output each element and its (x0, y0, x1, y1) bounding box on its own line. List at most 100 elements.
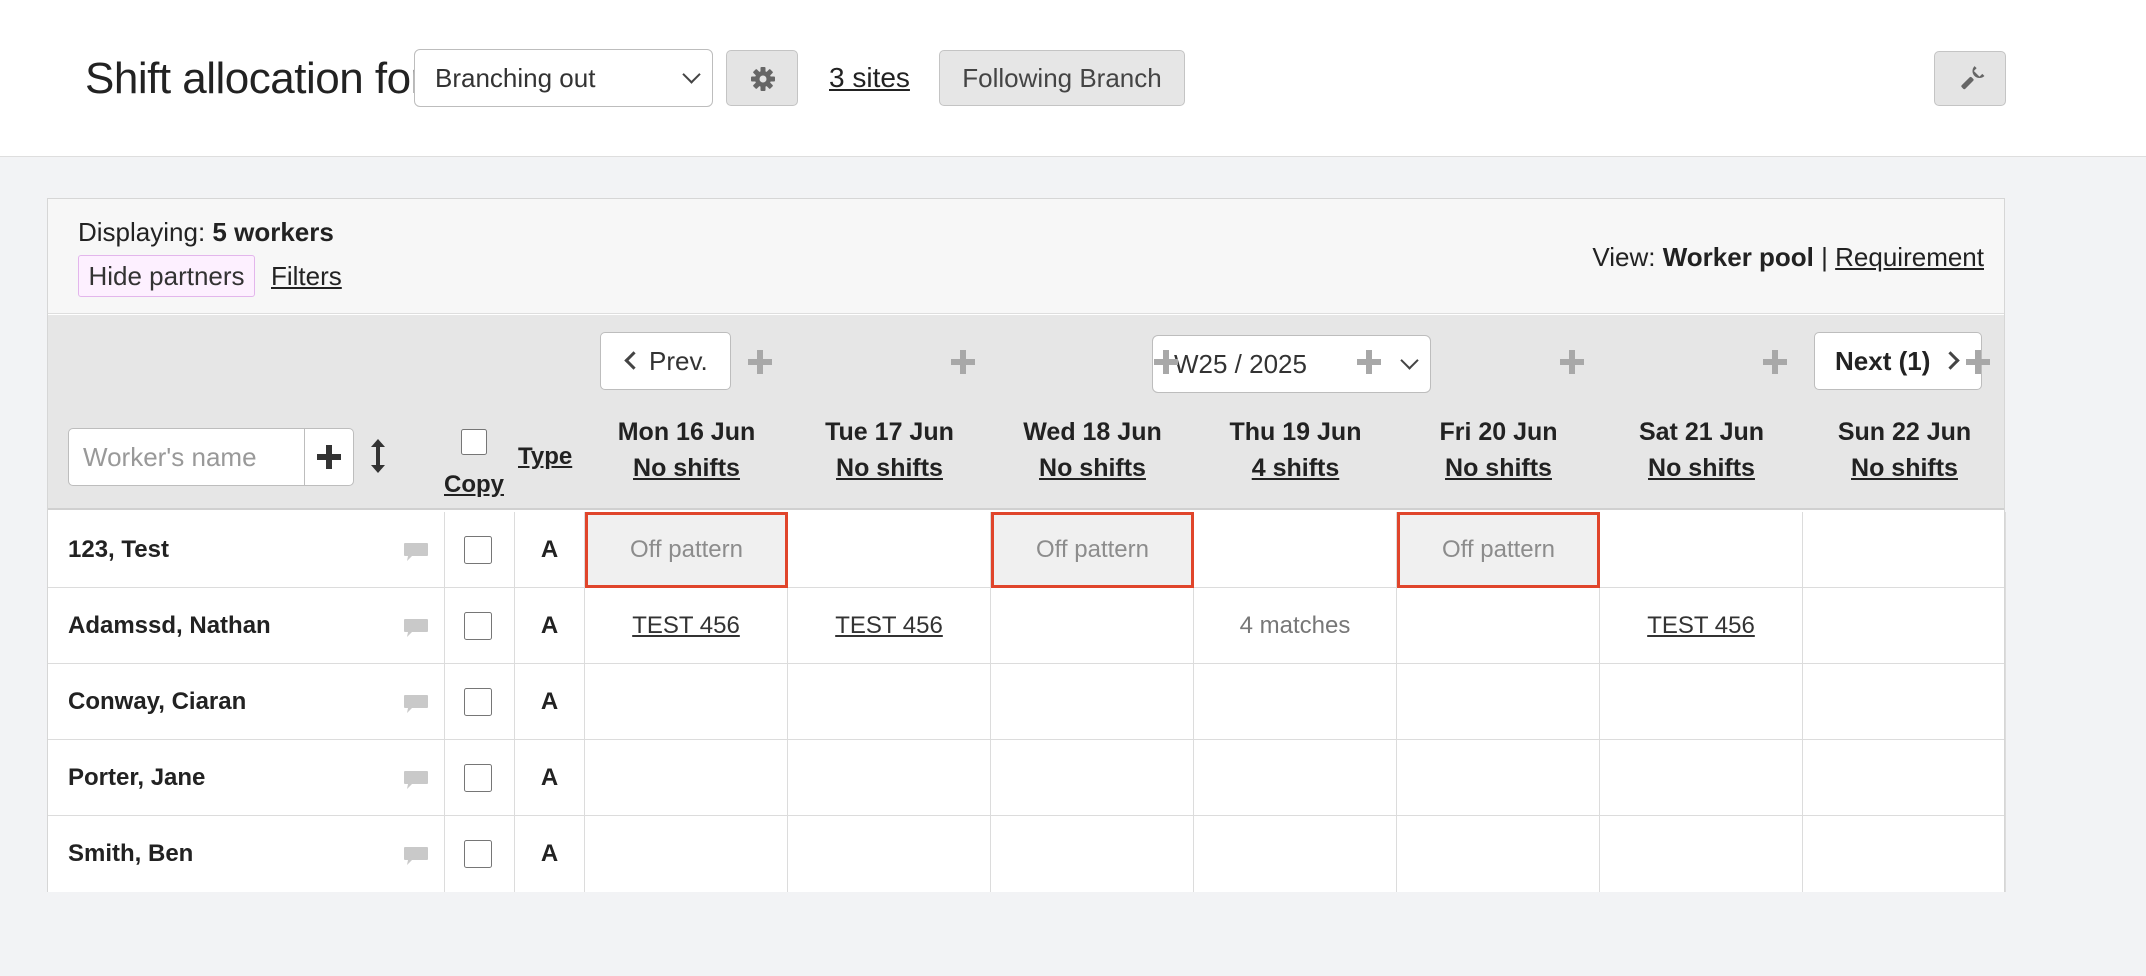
view-switcher: View: Worker pool | Requirement (1592, 242, 1984, 273)
comment-icon[interactable] (403, 618, 429, 638)
day-cell[interactable] (788, 816, 991, 892)
copy-cell (445, 664, 515, 740)
worker-type: A (515, 816, 585, 892)
day-cell[interactable] (1803, 740, 2006, 816)
day-label: Thu 19 Jun (1229, 418, 1362, 446)
copy-checkbox[interactable] (464, 612, 492, 640)
day-cell[interactable] (788, 512, 991, 588)
next-week-label: Next (1) (1835, 346, 1931, 376)
worker-type: A (515, 664, 585, 740)
day-cell[interactable] (1194, 664, 1397, 740)
day-cell[interactable] (1397, 740, 1600, 816)
add-shift-plus-icon[interactable] (951, 350, 975, 374)
day-shifts-link[interactable]: 4 shifts (1251, 454, 1340, 482)
copy-checkbox[interactable] (464, 840, 492, 868)
day-shifts-link[interactable]: No shifts (1445, 454, 1552, 482)
shift-cell[interactable]: 4 matches (1194, 588, 1397, 664)
view-requirement-link[interactable]: Requirement (1835, 242, 1984, 272)
day-header: Thu 19 Jun 4 shifts (1194, 418, 1397, 483)
day-shifts-link[interactable]: No shifts (1039, 454, 1146, 482)
add-shift-plus-icon[interactable] (748, 350, 772, 374)
day-cell[interactable] (1600, 816, 1803, 892)
copy-cell (445, 588, 515, 664)
worker-name[interactable]: 123, Test (48, 512, 445, 588)
comment-icon[interactable] (403, 770, 429, 790)
settings-button[interactable] (726, 50, 798, 106)
add-shift-plus-icon[interactable] (1966, 350, 1990, 374)
worker-name[interactable]: Adamssd, Nathan (48, 588, 445, 664)
day-cell[interactable] (991, 588, 1194, 664)
day-cell[interactable] (1803, 512, 2006, 588)
week-select[interactable]: W25 / 2025 (1152, 335, 1431, 393)
day-cell[interactable] (1194, 740, 1397, 816)
day-cell[interactable] (1600, 740, 1803, 816)
day-cell[interactable] (1600, 512, 1803, 588)
day-cell[interactable] (788, 740, 991, 816)
copy-all-checkbox[interactable] (461, 429, 487, 455)
hide-partners-button[interactable]: Hide partners (78, 255, 255, 297)
shift-cell[interactable]: TEST 456 (788, 588, 991, 664)
day-cell[interactable] (1600, 664, 1803, 740)
day-header: Mon 16 Jun No shifts (585, 418, 788, 483)
off-pattern-cell[interactable]: Off pattern (991, 512, 1194, 588)
day-cell[interactable] (991, 740, 1194, 816)
day-cell[interactable] (1194, 816, 1397, 892)
copy-checkbox[interactable] (464, 536, 492, 564)
day-cell[interactable] (1397, 816, 1600, 892)
comment-icon[interactable] (403, 694, 429, 714)
allocation-panel: Displaying: 5 workers Hide partners Filt… (47, 198, 2006, 892)
worker-name[interactable]: Conway, Ciaran (48, 664, 445, 740)
sites-link[interactable]: 3 sites (829, 62, 910, 93)
tools-button[interactable] (1934, 51, 2006, 106)
comment-icon[interactable] (403, 846, 429, 866)
day-cell[interactable] (585, 740, 788, 816)
day-header: Sun 22 Jun No shifts (1803, 418, 2006, 483)
worker-name-input[interactable] (68, 428, 305, 486)
day-label: Sat 21 Jun (1638, 418, 1765, 446)
next-week-button[interactable]: Next (1) (1814, 332, 1982, 390)
day-shifts-link[interactable]: No shifts (836, 454, 943, 482)
shift-cell[interactable]: TEST 456 (585, 588, 788, 664)
day-cell[interactable] (585, 664, 788, 740)
day-cell[interactable] (991, 664, 1194, 740)
day-shifts-link[interactable]: No shifts (1851, 454, 1958, 482)
day-cell[interactable] (1803, 816, 2006, 892)
view-separator: | (1821, 242, 1828, 272)
add-worker-button[interactable] (304, 428, 354, 486)
filters-link[interactable]: Filters (271, 261, 342, 291)
add-shift-plus-icon[interactable] (1763, 350, 1787, 374)
copy-checkbox[interactable] (464, 688, 492, 716)
add-shift-plus-icon[interactable] (1560, 350, 1584, 374)
branch-select-value: Branching out (435, 63, 596, 93)
day-cell[interactable] (1803, 588, 2006, 664)
branch-select[interactable]: Branching out (414, 49, 713, 107)
add-shift-plus-icon[interactable] (1357, 350, 1381, 374)
day-cell[interactable] (1194, 512, 1397, 588)
day-cell[interactable] (1803, 664, 2006, 740)
day-shifts-link[interactable]: No shifts (633, 454, 740, 482)
day-cell[interactable] (585, 816, 788, 892)
following-branch-button[interactable]: Following Branch (939, 50, 1185, 106)
comment-icon[interactable] (403, 542, 429, 562)
copy-checkbox[interactable] (464, 764, 492, 792)
sort-icon[interactable] (368, 438, 388, 474)
shift-cell[interactable]: TEST 456 (1600, 588, 1803, 664)
day-cell[interactable] (788, 664, 991, 740)
add-shift-plus-icon[interactable] (1154, 350, 1178, 374)
worker-name-label: Conway, Ciaran (68, 688, 247, 715)
day-shifts-link[interactable]: No shifts (1648, 454, 1755, 482)
copy-column-header[interactable]: Copy (444, 471, 504, 498)
worker-name[interactable]: Porter, Jane (48, 740, 445, 816)
day-cell[interactable] (1397, 588, 1600, 664)
off-pattern-cell[interactable]: Off pattern (1397, 512, 1600, 588)
worker-name[interactable]: Smith, Ben (48, 816, 445, 892)
week-select-value: W25 / 2025 (1174, 349, 1307, 379)
off-pattern-cell[interactable]: Off pattern (585, 512, 788, 588)
day-cell[interactable] (991, 816, 1194, 892)
day-header: Wed 18 Jun No shifts (991, 418, 1194, 483)
day-cell[interactable] (1397, 664, 1600, 740)
prev-week-button[interactable]: Prev. (600, 332, 731, 390)
worker-name-label: Adamssd, Nathan (68, 612, 271, 639)
worker-row: 123, Test A Off pattern Off pattern Off patt… (48, 512, 2006, 588)
type-column-header[interactable]: Type (518, 443, 573, 470)
